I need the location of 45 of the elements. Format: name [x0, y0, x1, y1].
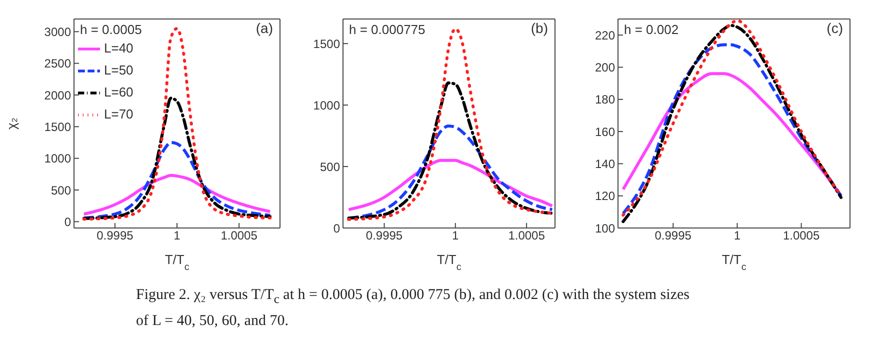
y-tick-label: 0: [64, 214, 72, 229]
y-tick-label: 1500: [44, 120, 72, 134]
y-tick-label: 500: [50, 183, 72, 198]
x-tick-label: 0.9995: [366, 228, 403, 243]
y-tick-label: 2000: [44, 88, 72, 102]
y-tick-label: 200: [594, 60, 616, 74]
x-tick-label: 1.0005: [782, 228, 820, 243]
x-tick-label: 0.9995: [654, 228, 692, 243]
legend-label: L=70: [104, 106, 134, 122]
y-axis-title: χ₂: [4, 118, 19, 130]
x-tick-label: 1.0005: [220, 228, 258, 243]
y-tick-label: 500: [320, 160, 340, 174]
x-axis-title: T/T$_{c}$: [436, 252, 462, 272]
line-series: [82, 141, 272, 220]
y-tick-label: 160: [594, 124, 616, 139]
y-tick-label: 1000: [44, 152, 72, 166]
y-tick-label: 120: [594, 189, 616, 204]
annotation: h = 0.002: [624, 22, 679, 37]
annotation: h = 0.0005: [80, 22, 142, 37]
y-tick-label: 220: [594, 28, 616, 42]
line-series: [82, 96, 272, 220]
y-tick-label: 2500: [44, 56, 72, 71]
x-tick-label: 1.0005: [508, 228, 546, 243]
x-tick-label: 0.9995: [96, 228, 134, 243]
x-tick-label: 1: [174, 228, 181, 243]
line-series: [347, 81, 554, 220]
x-axis-title: T/T$_{c}$: [722, 252, 746, 272]
x-tick-label: 1: [452, 228, 460, 243]
caption: Figure 2. χ₂ versus T/T$_{c}$ at h = 0.0005 (a), 0.000 775 (b), and 0.002 (c) with the system sizes of L = 40, 50, 60, and 70.: [136, 287, 690, 329]
legend-label: L=60: [104, 84, 134, 100]
annotation: (c): [826, 20, 843, 36]
y-tick-label: 1000: [313, 98, 340, 112]
annotation: (b): [530, 20, 548, 36]
y-tick-label: 0: [333, 221, 340, 236]
y-tick-label: 3000: [44, 24, 72, 39]
y-tick-label: 140: [594, 156, 616, 171]
x-axis-title: T/T$_{c}$: [164, 252, 190, 272]
y-tick-label: 1500: [313, 36, 340, 51]
legend-label: L=50: [104, 62, 134, 78]
annotation: h = 0.000775: [349, 22, 426, 37]
legend-label: L=40: [104, 40, 134, 56]
y-tick-label: 180: [594, 92, 616, 107]
annotation: (a): [256, 20, 273, 36]
x-tick-label: 1: [734, 228, 741, 243]
y-tick-label: 100: [594, 221, 616, 236]
